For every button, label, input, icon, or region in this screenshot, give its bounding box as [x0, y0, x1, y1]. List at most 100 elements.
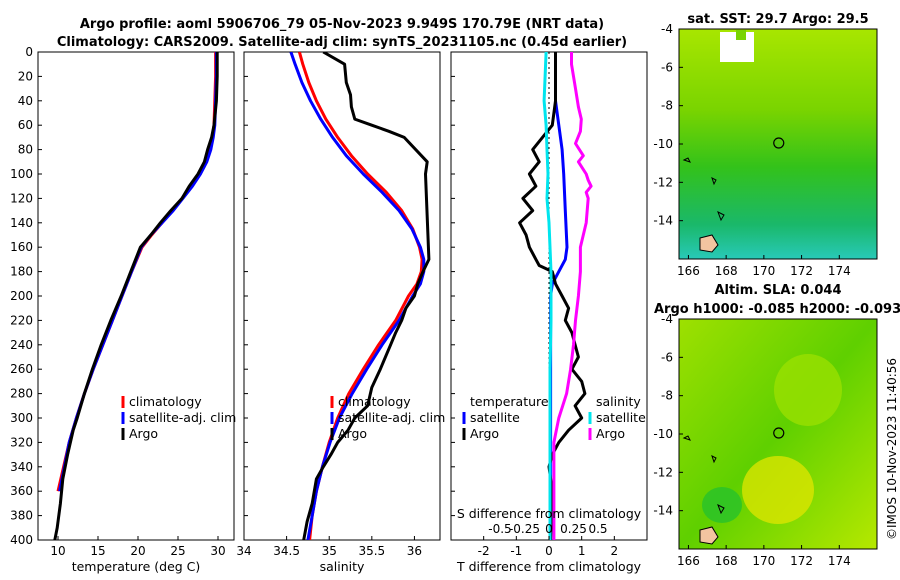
x-tick-label: 25	[170, 544, 185, 558]
salinity-legend: climatology satellite-adj. clim Argo	[330, 394, 445, 441]
y-tick-label: 220	[10, 313, 33, 327]
y-tick-label: 20	[18, 69, 33, 83]
legend-title-salinity: salinity	[596, 394, 641, 409]
y-tick-label: 160	[10, 240, 33, 254]
sst-lat-tick-labels: -4 -6 -8 -10 -12 -14	[653, 22, 683, 228]
figure-title-line2: Climatology: CARS2009. Satellite-adj cli…	[57, 35, 627, 50]
difference-legend: temperature satellite Argo salinity sate…	[462, 394, 646, 441]
sst-map-title: sat. SST: 29.7 Argo: 29.5	[687, 12, 868, 27]
y-tick-label: 120	[10, 191, 33, 205]
lon-tick-label: 166	[677, 554, 700, 568]
x-tick-label: -2	[478, 544, 490, 558]
y-tick-label: 40	[18, 94, 33, 108]
difference-panel: -2 -1 0 1 2 -0.5-0.25 0 0.25 0.5 S difference f…	[450, 51, 648, 574]
x-tick-label: 35.5	[358, 544, 385, 558]
salinity-axes-frame	[243, 51, 441, 541]
series-line-satellite-adj-clim	[289, 52, 426, 540]
x-tick-label: 1	[578, 544, 586, 558]
y-tick-label: 400	[10, 533, 33, 547]
series-line-argo	[302, 52, 431, 540]
temperature-xlabel: temperature (deg C)	[72, 559, 201, 574]
sla-lat-tick-labels: -4 -6 -8 -10 -12 -14	[653, 312, 683, 518]
temperature-y-tick-labels: 0 20 40 60 80 100 120 140 160 180 200 220 240 260 280 3…	[10, 45, 42, 547]
lon-tick-label: 174	[828, 554, 851, 568]
difference-series	[518, 52, 593, 540]
lat-tick-label: -14	[653, 214, 673, 228]
y-tick-label: 340	[10, 460, 33, 474]
lon-tick-label: 172	[790, 264, 813, 278]
x-tick-label: 10	[50, 544, 65, 558]
sla-coastlines	[682, 435, 725, 515]
legend-label-climatology: climatology	[338, 394, 411, 409]
series-line-climatology	[297, 52, 424, 540]
y-tick-label: 240	[10, 338, 33, 352]
x-tick-label: 36	[407, 544, 422, 558]
sla-map-panel: Altim. SLA: 0.044 Argo h1000: -0.085 h20…	[653, 283, 900, 568]
difference-y-tick-marks	[451, 51, 455, 541]
y-tick-label: 380	[10, 509, 33, 523]
temperature-x-tick-labels: 10 15 20 25 30	[50, 536, 226, 558]
legend-label-sal-argo: Argo	[596, 426, 625, 441]
x-tick-label: 2	[611, 544, 619, 558]
y-tick-label: 140	[10, 216, 33, 230]
figure-title-line1: Argo profile: aoml 5906706_79 05-Nov-202…	[80, 17, 604, 32]
y-tick-label: 80	[18, 143, 33, 157]
sla-island	[699, 526, 719, 545]
y-tick-label: 0	[25, 45, 33, 59]
y-tick-label: 200	[10, 289, 33, 303]
x-tick-label: 34.5	[273, 544, 300, 558]
legend-label-temp-satellite: satellite	[470, 410, 520, 425]
x-tick-label: 0	[545, 544, 553, 558]
lon-tick-label: 174	[828, 264, 851, 278]
lat-tick-label: -12	[653, 465, 673, 479]
lon-tick-label: 170	[752, 264, 775, 278]
temperature-series	[53, 52, 219, 540]
y-tick-label: 360	[10, 484, 33, 498]
x-tick-label-top: 0.25	[560, 522, 587, 536]
sst-argo-position-marker	[773, 137, 785, 149]
legend-label-satellite: satellite-adj. clim	[129, 410, 236, 425]
y-tick-label: 300	[10, 411, 33, 425]
series-line-temperature-argo	[518, 52, 587, 540]
temperature-legend: climatology satellite-adj. clim Argo	[121, 394, 236, 441]
sla-map-title-line2: Argo h1000: -0.085 h2000: -0.093	[654, 302, 900, 317]
y-tick-label: 100	[10, 167, 33, 181]
lat-tick-label: -10	[653, 427, 673, 441]
salinity-series	[289, 52, 431, 540]
x-tick-label-top: -0.25	[509, 522, 540, 536]
legend-label-temp-argo: Argo	[470, 426, 499, 441]
lon-tick-label: 170	[752, 554, 775, 568]
lat-tick-label: -4	[661, 22, 673, 36]
lat-tick-label: -10	[653, 137, 673, 151]
y-tick-label: 180	[10, 265, 33, 279]
imos-watermark: ©IMOS 10-Nov-2023 11:40:56	[885, 358, 899, 540]
legend-label-sal-satellite: satellite	[596, 410, 646, 425]
x-tick-label-top: -0.5	[488, 522, 511, 536]
lat-tick-label: -6	[661, 60, 673, 74]
x-tick-label: -1	[510, 544, 522, 558]
legend-label-argo: Argo	[338, 426, 367, 441]
sst-coastlines	[682, 157, 725, 222]
salinity-y-tick-marks	[244, 51, 248, 541]
lon-tick-label: 168	[715, 264, 738, 278]
sst-map-panel: sat. SST: 29.7 Argo: 29.5 -4 -6 -8 -10 -12 -1…	[653, 12, 878, 278]
sla-map-title-line1: Altim. SLA: 0.044	[715, 283, 842, 298]
t-difference-x-tick-labels: -2 -1 0 1 2	[478, 536, 618, 558]
x-tick-label: 15	[90, 544, 105, 558]
lat-tick-label: -4	[661, 312, 673, 326]
y-tick-label: 280	[10, 387, 33, 401]
sla-feature	[742, 456, 814, 524]
sla-feature	[774, 354, 842, 426]
legend-label-climatology: climatology	[129, 394, 202, 409]
sst-island	[699, 234, 719, 253]
lat-tick-label: -6	[661, 350, 673, 364]
s-difference-x-tick-labels: -0.5-0.25 0 0.25 0.5	[488, 522, 607, 536]
x-tick-label: 35	[322, 544, 337, 558]
legend-label-argo: Argo	[129, 426, 158, 441]
series-line-salinity-satellite	[542, 52, 553, 540]
salinity-xlabel: salinity	[320, 559, 365, 574]
salinity-panel: 34 34.5 35 35.5 36 salinity climatology sate…	[236, 51, 445, 574]
sst-lon-tick-labels: 166 168 170 172 174	[677, 255, 851, 278]
x-tick-label-top: 0.5	[588, 522, 607, 536]
